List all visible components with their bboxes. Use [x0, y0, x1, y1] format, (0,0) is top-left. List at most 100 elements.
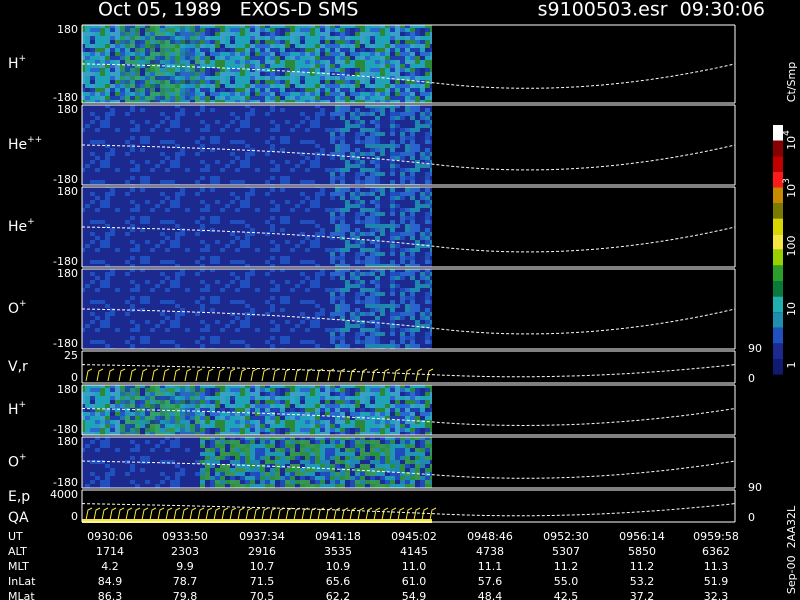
panel-label: O+: [8, 452, 27, 471]
axis-label: 180: [57, 267, 78, 280]
table-cell: 0941:18: [315, 530, 361, 543]
table-cell: 10.7: [250, 560, 275, 573]
superscript: +: [19, 452, 27, 462]
table-cell: 84.9: [98, 575, 123, 588]
label-text: E,p: [8, 489, 30, 505]
superscript: +: [19, 299, 27, 309]
panel-label: He++: [8, 135, 42, 154]
axis-label-right: 90: [748, 342, 762, 355]
sawtooth: [85, 368, 434, 382]
panel-bg: [82, 351, 735, 383]
axis-label: 180: [57, 185, 78, 198]
axis-label: -180: [53, 255, 78, 268]
spectrogram-active: [200, 437, 432, 488]
colorbar-swatch: [773, 125, 783, 141]
label-text: V,r: [8, 359, 28, 375]
colorbar-swatch: [773, 187, 783, 203]
axis-label: -180: [53, 173, 78, 186]
qa-bar: [82, 519, 432, 523]
table-cell: 53.2: [630, 575, 655, 588]
table-cell: 71.5: [250, 575, 275, 588]
spectrogram-active: [330, 105, 432, 185]
table-cell: 0959:58: [693, 530, 739, 543]
colorbar-label: 1: [785, 362, 798, 369]
table-cell: 5307: [552, 545, 580, 558]
axis-label: 0: [71, 371, 78, 384]
axis-label-right: 90: [748, 481, 762, 494]
colorbar-swatch: [773, 296, 783, 313]
superscript: +: [27, 217, 35, 227]
axis-label: 180: [57, 23, 78, 36]
axis-label: 25: [64, 349, 78, 362]
table-cell: 11.0: [402, 560, 427, 573]
table-cell: 54.9: [402, 590, 427, 600]
colorbar-swatch: [773, 218, 783, 235]
axis-label: -180: [53, 91, 78, 104]
superscript: +: [19, 400, 27, 410]
label-text: O: [8, 301, 19, 317]
colorbar-swatch: [773, 343, 783, 359]
trace: [81, 308, 736, 335]
colorbar-swatch: [773, 359, 783, 375]
table-cell: 9.9: [176, 560, 194, 573]
colorbar-swatch: [773, 312, 783, 328]
table-cell: 32.3: [704, 590, 729, 600]
colorbar-label: 103: [782, 178, 799, 198]
panel-label: V,r: [8, 359, 28, 375]
panel-label: He+: [8, 217, 35, 236]
table-cell: 57.6: [478, 575, 503, 588]
label-text: 100: [785, 236, 798, 257]
label-text: He: [8, 137, 27, 153]
spectrogram-highlight: [120, 25, 200, 103]
table-cell: 2916: [248, 545, 276, 558]
table-cell: 4738: [476, 545, 504, 558]
panel-label: QA: [8, 510, 29, 526]
table-cell: 10.9: [326, 560, 351, 573]
label-text: H: [8, 402, 19, 418]
colorbar-label: 100: [785, 236, 798, 257]
table-cell: 55.0: [554, 575, 579, 588]
label-text: O: [8, 455, 19, 471]
trace: [81, 408, 736, 426]
table-cell: 0930:06: [87, 530, 133, 543]
axis-label: -180: [53, 476, 78, 489]
footer-label: Sep-00 2AA32L: [785, 505, 798, 594]
table-cell: 3535: [324, 545, 352, 558]
table-cell: 1714: [96, 545, 124, 558]
table-cell: 48.4: [478, 590, 503, 600]
row-header: ALT: [8, 545, 27, 558]
label-text: H: [8, 56, 19, 72]
table-cell: 79.8: [173, 590, 198, 600]
colorbar-label: 10: [785, 302, 798, 316]
colorbar-swatch: [773, 249, 783, 266]
row-header: UT: [8, 530, 23, 543]
panel-label: H+: [8, 54, 26, 73]
file-label: s9100503.esr 09:30:06: [538, 0, 765, 21]
label-text: He: [8, 219, 27, 235]
axis-label: -180: [53, 337, 78, 350]
table-cell: 5850: [628, 545, 656, 558]
colorbar-swatch: [773, 156, 783, 172]
table-cell: 61.0: [402, 575, 427, 588]
table-cell: 0945:02: [391, 530, 437, 543]
colorbar-swatch: [773, 327, 783, 344]
table-cell: 78.7: [173, 575, 198, 588]
axis-label: -180: [53, 423, 78, 436]
spectrogram-active: [330, 187, 432, 267]
table-cell: 62.2: [326, 590, 351, 600]
table-cell: 0937:34: [239, 530, 285, 543]
table-cell: 51.9: [704, 575, 729, 588]
label-text: 10: [785, 302, 798, 316]
axis-label: 4000: [50, 488, 78, 501]
table-cell: 0952:30: [543, 530, 589, 543]
colorbar-swatch: [773, 140, 783, 157]
colorbar-unit: Ct/Smp: [785, 62, 798, 102]
table-cell: 11.1: [478, 560, 503, 573]
colorbar-label: 104: [782, 130, 799, 150]
trace: [81, 63, 736, 89]
panel-label: O+: [8, 299, 27, 318]
table-cell: 4145: [400, 545, 428, 558]
panel-label: E,p: [8, 489, 30, 505]
table-cell: 42.5: [554, 590, 579, 600]
trace: [81, 226, 736, 253]
